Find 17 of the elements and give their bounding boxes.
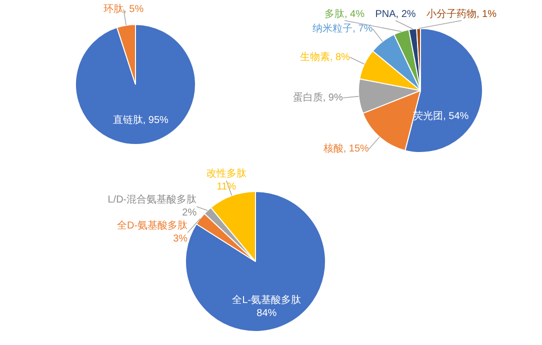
data-label: 3%: [173, 234, 188, 245]
data-label: 11%: [216, 182, 236, 193]
slice-label: 环肽, 5%: [104, 2, 144, 15]
slice-label: 小分子药物, 1%: [426, 8, 497, 20]
slice-label: 核酸, 15%: [322, 142, 370, 155]
data-label: 2%: [182, 208, 197, 219]
slice-label: 多肽, 4%: [324, 8, 365, 20]
slice-label: 全D-氨基酸多肽: [116, 219, 188, 232]
slice-label: 蛋白质, 9%: [292, 91, 343, 104]
slice-label: L/D-混合氨基酸多肽: [108, 193, 197, 206]
slice-label: 直链肽, 95%: [112, 114, 169, 126]
slice-label: 生物素, 8%: [300, 50, 350, 63]
data-label: 84%: [256, 308, 277, 320]
slice-label: 改性多肽: [206, 167, 246, 180]
slice-label: PNA, 2%: [375, 9, 416, 20]
slice-label: 纳米粒子, 7%: [312, 22, 373, 34]
slice-label: 全L-氨基酸多肽: [232, 294, 302, 306]
